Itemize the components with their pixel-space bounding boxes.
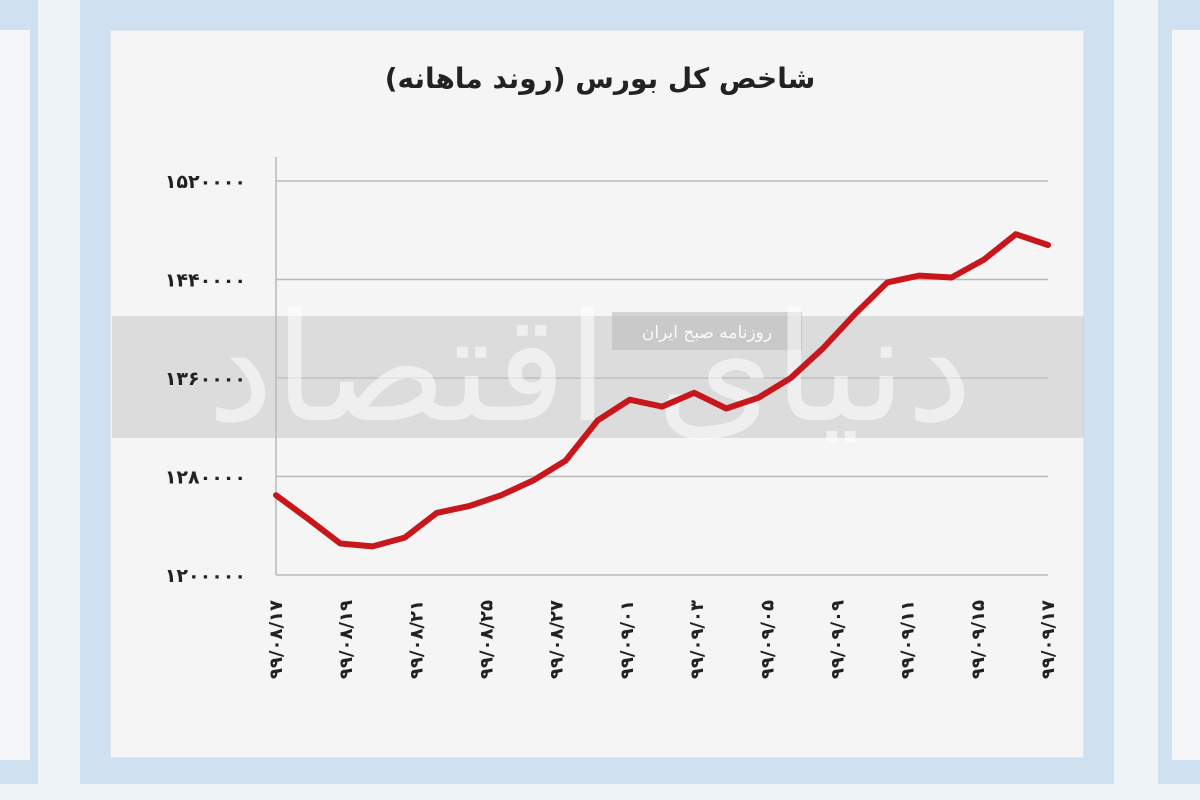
x-tick-label: ۹۹/۰۹/۱۵: [968, 600, 989, 679]
watermark-subtext-box: [612, 312, 802, 350]
x-tick-label: ۹۹/۰۹/۰۵: [757, 600, 778, 679]
y-tick-label: ۱۲۰۰۰۰۰: [165, 565, 246, 587]
watermark-subtext: روزنامه صبح ایران: [642, 323, 772, 343]
left-side-panel: [0, 0, 38, 784]
right-side-panel: [1158, 0, 1200, 784]
x-tick-labels: ۹۹/۰۸/۱۷ ۹۹/۰۸/۱۹ ۹۹/۰۸/۲۱ ۹۹/۰۸/۲۵ ۹۹/۰۸/۲۷…: [266, 600, 1059, 679]
x-tick-label: ۹۹/۰۹/۰۱: [617, 600, 638, 679]
left-side-panel-inner: [0, 30, 30, 760]
chart-title: شاخص کل بورس (روند ماهانه): [384, 62, 816, 95]
series-layer: [273, 231, 1051, 550]
x-tick-label: ۹۹/۰۸/۱۹: [336, 600, 357, 679]
x-tick-label: ۹۹/۰۸/۲۷: [547, 600, 568, 679]
x-tick-label: ۹۹/۰۸/۱۷: [266, 600, 287, 679]
y-tick-label: ۱۵۲۰۰۰۰: [165, 171, 246, 193]
y-tick-labels: ۱۲۰۰۰۰۰ ۱۲۸۰۰۰۰ ۱۳۶۰۰۰۰ ۱۴۴۰۰۰۰ ۱۵۲۰۰۰۰: [165, 171, 246, 587]
watermark: روزنامه صبح ایران دنیای اقتصاد: [112, 282, 1084, 456]
series-line: [273, 231, 1051, 550]
x-tick-label: ۹۹/۰۸/۲۱: [406, 600, 427, 679]
x-tick-label: ۹۹/۰۹/۱۷: [1038, 600, 1059, 679]
y-tick-label: ۱۴۴۰۰۰۰: [165, 270, 246, 292]
x-tick-label: ۹۹/۰۸/۲۵: [477, 600, 498, 679]
y-tick-label: ۱۳۶۰۰۰۰: [165, 368, 246, 390]
right-side-panel-inner: [1172, 30, 1200, 760]
y-tick-label: ۱۲۸۰۰۰۰: [165, 467, 246, 489]
x-tick-label: ۹۹/۰۹/۰۳: [687, 600, 708, 679]
x-tick-label: ۹۹/۰۹/۰۹: [827, 600, 848, 679]
x-tick-label: ۹۹/۰۹/۱۱: [898, 600, 919, 679]
